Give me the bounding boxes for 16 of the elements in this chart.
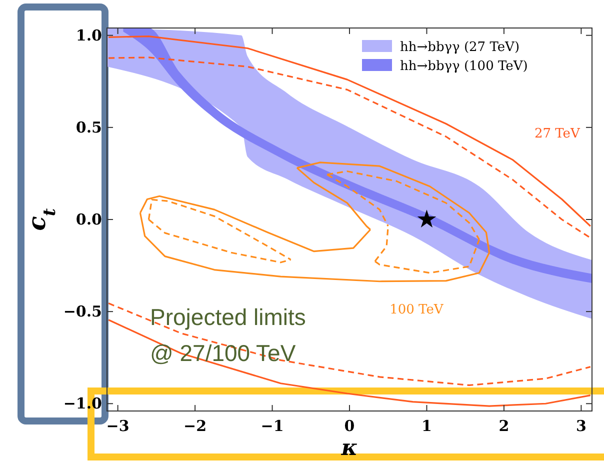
x-tick-label: −1 [260,417,284,435]
series-label: 100 TeV [390,302,444,318]
text: 27 TeV [534,126,580,142]
legend-label: hh→bbγγ (27 TeV) [400,40,520,55]
y-tick-label: 0.5 [76,118,102,136]
x-tick-label: 1 [422,417,432,435]
legend-label: hh→bbγγ (100 TeV) [400,59,528,74]
x-tick-label: 0 [344,417,355,435]
y-tick-label: 0.0 [76,210,102,228]
x-tick-label: −3 [106,417,130,435]
x-tick-label: 2 [498,417,510,435]
annotation: Projected limits [150,304,306,330]
x-tick-label: 3 [576,417,586,435]
y-tick-label: −0.5 [63,302,102,321]
y-tick-label: 1.0 [76,26,102,44]
x-tick-label: −2 [184,417,207,435]
